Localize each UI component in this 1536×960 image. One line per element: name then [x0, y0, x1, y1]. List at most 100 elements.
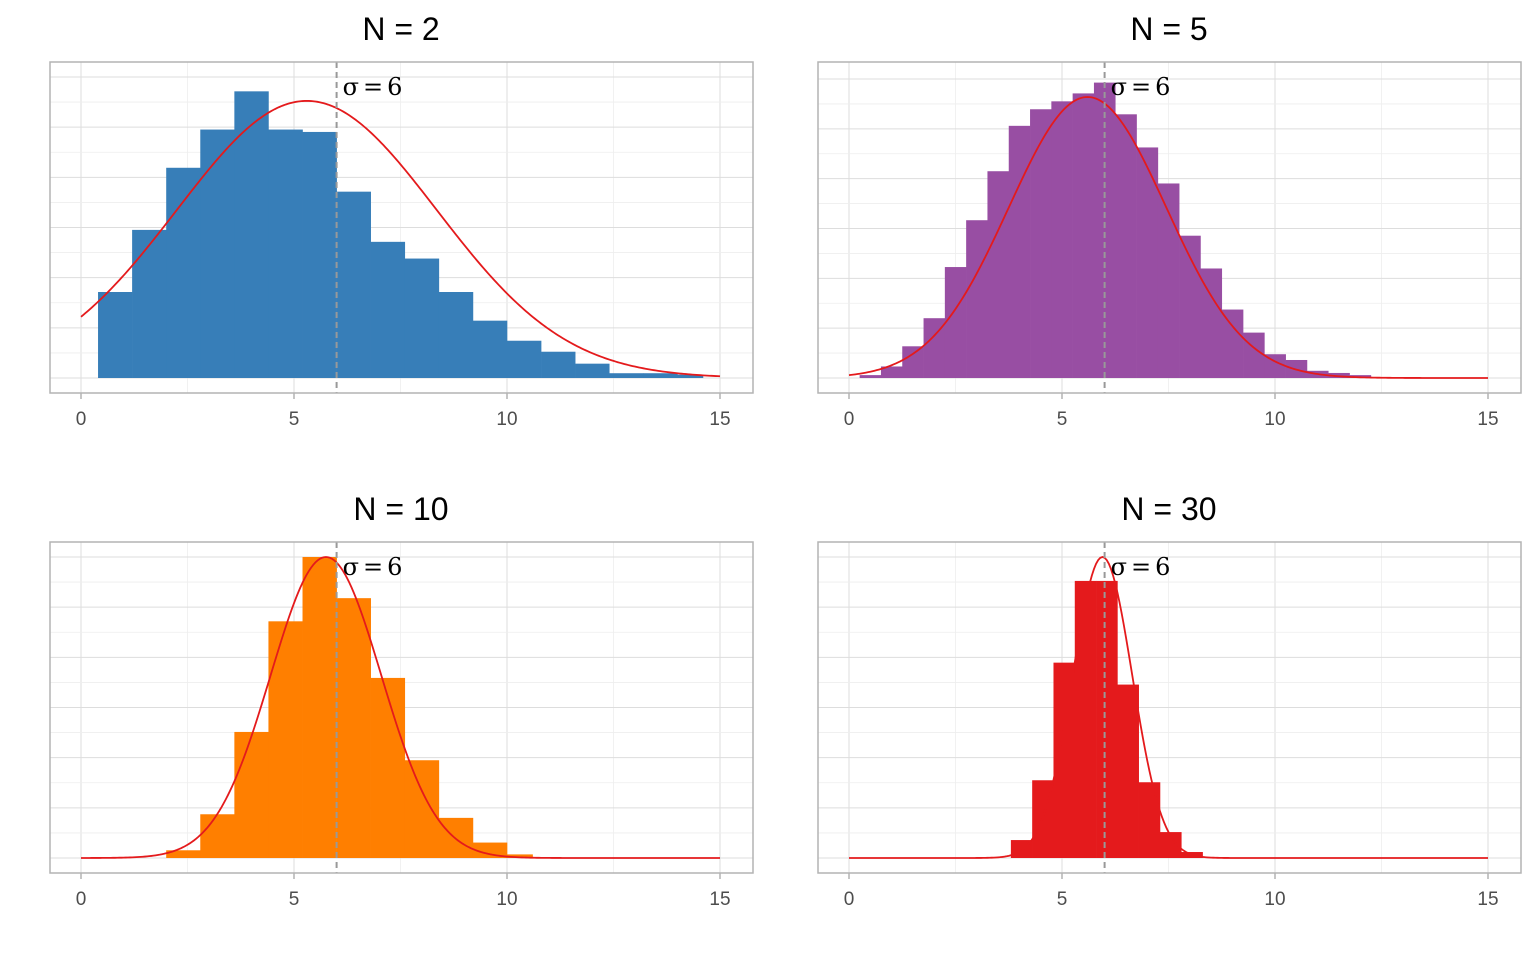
histogram-bar — [132, 229, 167, 378]
histogram-bar — [302, 131, 337, 378]
sigma-annotation-text: σ = 6 — [1111, 73, 1171, 101]
x-tick-label: 5 — [1057, 889, 1068, 910]
sigma-annotation: σ = 6 — [343, 73, 403, 101]
panel-border — [49, 61, 754, 394]
sigma-annotation-text: σ = 6 — [1111, 553, 1171, 581]
x-tick-label: 5 — [289, 409, 300, 430]
sigma-operator: = — [1131, 73, 1151, 101]
sigma-value: 6 — [387, 73, 402, 101]
histogram-bar — [541, 351, 576, 378]
histogram-bar — [1243, 332, 1265, 378]
x-tick-label: 10 — [1264, 889, 1285, 910]
sigma-annotation: σ = 6 — [1111, 73, 1171, 101]
panel-n-30: N = 30 0 5 10 15 σ = 6 — [817, 491, 1522, 910]
panel-n-5: N = 5 0 5 10 15 σ = 6 — [817, 11, 1522, 430]
histogram-bar — [1200, 268, 1223, 378]
x-tick-label: 15 — [1477, 409, 1498, 430]
sigma-annotation: σ = 6 — [343, 553, 403, 581]
sigma-annotation-text: σ = 6 — [343, 73, 403, 101]
histogram-bar — [234, 731, 269, 858]
histogram-bar — [200, 814, 235, 858]
histogram-bar — [404, 760, 440, 858]
x-tick-label: 15 — [1477, 889, 1498, 910]
histogram-bar — [643, 373, 678, 378]
histogram-bar — [1072, 93, 1095, 378]
sigma-operator: = — [363, 73, 383, 101]
x-tick-label: 10 — [496, 409, 517, 430]
histogram-bar — [336, 598, 371, 858]
panel-border — [49, 541, 754, 874]
histogram-bar — [1264, 354, 1286, 378]
histogram-bar — [1117, 684, 1139, 858]
panel-border — [817, 61, 1522, 394]
histogram-bar — [923, 318, 946, 378]
histogram-bar — [1074, 580, 1097, 858]
histogram-bar — [944, 267, 967, 378]
normal-curve — [849, 556, 1488, 859]
sigma-annotation: σ = 6 — [1111, 553, 1171, 581]
sigma-value: 6 — [1155, 73, 1170, 101]
histogram-bar — [268, 129, 303, 378]
histogram-bar — [1136, 147, 1159, 378]
sigma-operator: = — [1131, 553, 1151, 581]
histogram-bar — [1179, 235, 1201, 378]
sigma-symbol: σ — [1111, 553, 1127, 581]
sigma-symbol: σ — [343, 553, 359, 581]
panel-n-2: N = 2 0 5 10 15 σ = 6 — [49, 11, 754, 430]
histogram-bar — [507, 340, 542, 378]
histogram-bar — [1221, 309, 1244, 378]
x-tick-label: 10 — [1264, 409, 1285, 430]
sigma-symbol: σ — [343, 73, 359, 101]
histogram-bar — [902, 346, 924, 378]
histogram-bar — [1138, 782, 1161, 858]
histogram-bar — [1093, 82, 1116, 378]
histogram-bar — [507, 854, 533, 858]
histogram-bar — [370, 241, 406, 378]
x-tick-label: 0 — [844, 889, 855, 910]
x-tick-label: 10 — [496, 889, 517, 910]
sigma-operator: = — [363, 553, 383, 581]
histogram-bar — [98, 292, 133, 378]
histogram-bar — [1115, 114, 1137, 378]
histogram-bar — [1096, 580, 1118, 858]
histogram-bar — [268, 621, 303, 858]
panel-title: N = 2 — [362, 11, 439, 47]
histogram-bar — [404, 258, 440, 378]
panel-title: N = 30 — [1121, 491, 1216, 527]
histogram-bar — [1159, 832, 1182, 858]
histogram-bar — [677, 374, 704, 378]
x-tick-label: 5 — [289, 889, 300, 910]
histogram-bar — [302, 557, 337, 858]
histogram-bar — [609, 373, 644, 378]
x-tick-label: 0 — [76, 409, 87, 430]
normal-curve — [80, 99, 721, 378]
normal-curve — [848, 96, 1488, 379]
x-tick-label: 15 — [709, 409, 730, 430]
normal-curve — [81, 556, 720, 859]
histogram-bar — [966, 220, 988, 378]
histogram-bar — [1053, 662, 1076, 858]
sigma-value: 6 — [387, 553, 402, 581]
panel-title: N = 5 — [1130, 11, 1207, 47]
histogram-bar — [1157, 183, 1180, 378]
x-tick-label: 5 — [1057, 409, 1068, 430]
histogram-bar — [438, 292, 474, 378]
histogram-bar — [575, 363, 610, 378]
histogram-bar — [1008, 125, 1031, 378]
histogram-bar — [859, 375, 882, 378]
histogram-bar — [880, 366, 903, 378]
histogram-bar — [472, 320, 508, 378]
sigma-annotation-text: σ = 6 — [343, 553, 403, 581]
panel-title: N = 10 — [353, 491, 448, 527]
x-tick-label: 0 — [76, 889, 87, 910]
x-tick-label: 0 — [844, 409, 855, 430]
histogram-bar — [336, 191, 371, 378]
histogram-bar — [472, 842, 508, 858]
histogram-bar — [1030, 109, 1052, 378]
histogram-bar — [200, 129, 235, 378]
x-tick-label: 15 — [709, 889, 730, 910]
histogram-bar — [370, 677, 406, 858]
histogram-bar — [234, 91, 269, 378]
sigma-symbol: σ — [1111, 73, 1127, 101]
